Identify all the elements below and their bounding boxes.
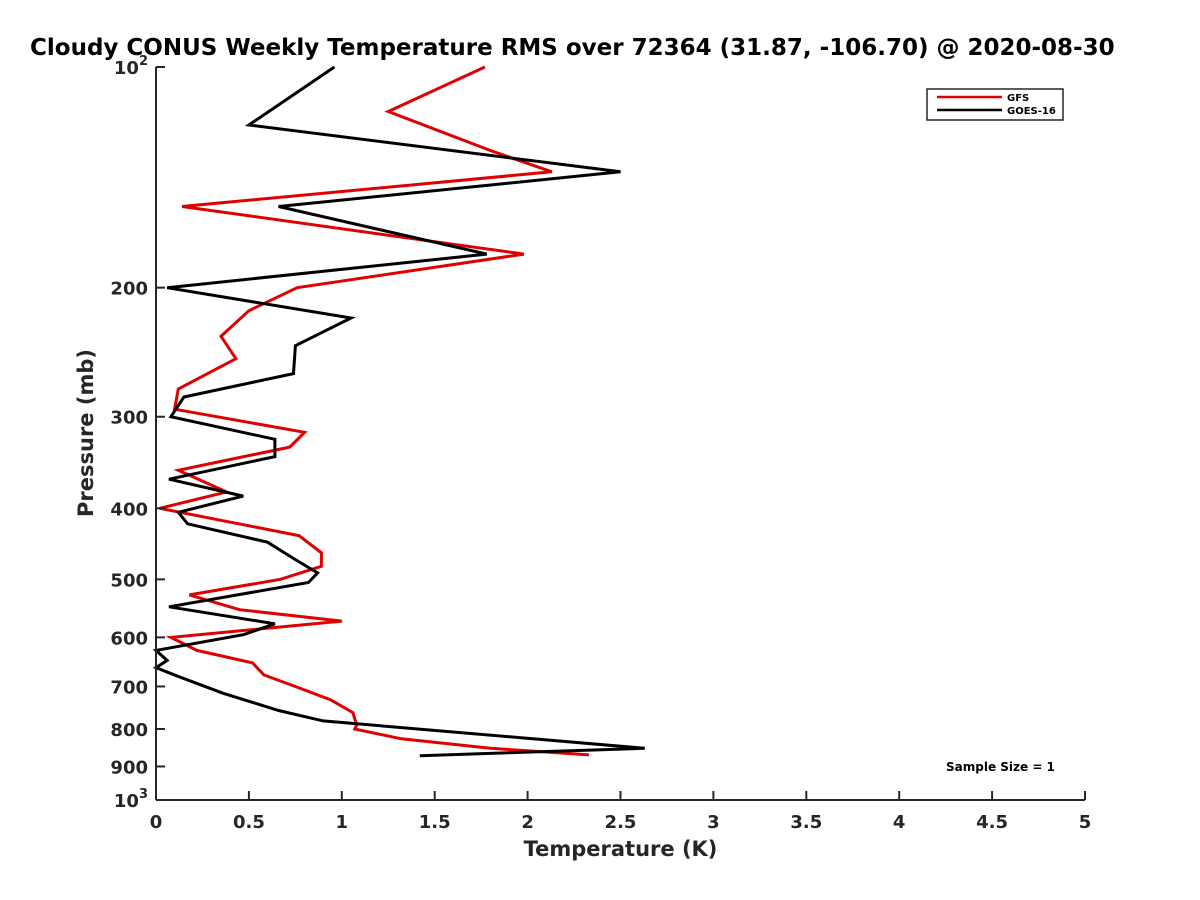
x-tick-label: 0	[150, 812, 163, 833]
x-tick-label: 4	[893, 812, 906, 833]
series-line-goes16	[152, 65, 645, 758]
x-axis-label: Temperature (K)	[524, 837, 718, 861]
y-tick-label: 103	[114, 787, 148, 812]
y-tick-label: 900	[110, 757, 148, 778]
x-tick-label: 1	[336, 812, 349, 833]
legend-box	[926, 88, 1064, 121]
x-tick-label: 2	[521, 812, 534, 833]
x-tick-label: 3.5	[790, 812, 822, 833]
y-tick-label: 300	[110, 408, 148, 429]
legend-label-goes16: GOES-16	[1007, 106, 1056, 117]
x-tick-label: 3	[707, 812, 720, 833]
series-line-gfs	[159, 65, 590, 757]
sample-size-annotation: Sample Size = 1	[946, 760, 1055, 774]
y-tick-label: 500	[110, 570, 148, 591]
y-tick-label: 600	[110, 628, 148, 649]
x-tick-label: 4.5	[976, 812, 1008, 833]
y-tick-label: 102	[114, 54, 148, 79]
x-tick-label: 2.5	[605, 812, 637, 833]
legend-label-gfs: GFS	[1007, 93, 1029, 104]
y-tick-label: 200	[110, 279, 148, 300]
x-ticks: 0 0.5 1 1.5 2 2.5 3 3.5 4 4.5 5	[150, 791, 1092, 833]
x-tick-label: 5	[1079, 812, 1092, 833]
plot-lines	[152, 65, 645, 758]
y-tick-label: 700	[110, 677, 148, 698]
x-tick-label: 1.5	[419, 812, 451, 833]
legend: GFS GOES-16	[926, 88, 1064, 121]
y-tick-label: 400	[110, 499, 148, 520]
y-tick-label: 800	[110, 720, 148, 741]
y-ticks: 102 200 300 400 500 600 700 800 900 103	[110, 54, 165, 812]
chart-title: Cloudy CONUS Weekly Temperature RMS over…	[30, 35, 1115, 61]
y-axis-label: Pressure (mb)	[74, 349, 98, 517]
x-tick-label: 0.5	[233, 812, 265, 833]
